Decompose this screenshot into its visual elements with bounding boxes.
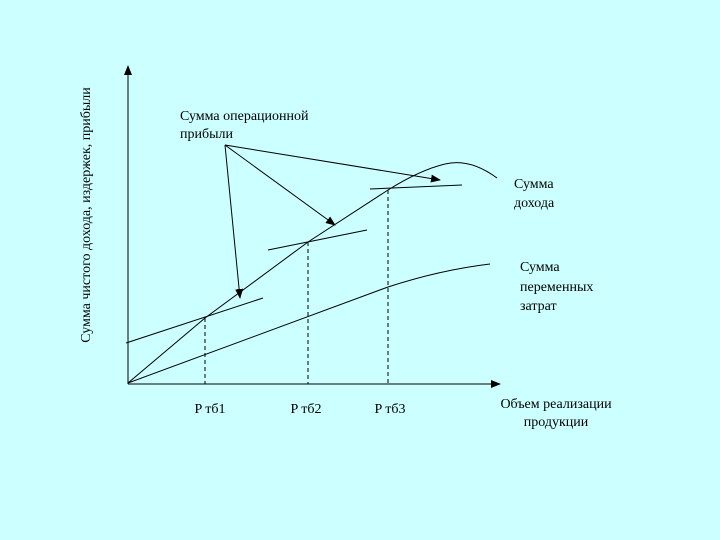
tangent-line (125, 297, 264, 344)
x-axis-label: продукции (524, 415, 589, 430)
point-label: P тб2 (290, 402, 321, 417)
label: переменных (520, 280, 593, 295)
revenue-curve (127, 162, 498, 384)
arrow (224, 144, 244, 299)
arrow (224, 144, 336, 226)
point-label: P тб3 (374, 402, 405, 417)
label: прибыли (180, 127, 234, 142)
x-axis-label: Объем реализации (500, 397, 612, 412)
tangent-line (369, 184, 463, 190)
label: Сумма (520, 260, 560, 275)
tangent-line (267, 229, 368, 251)
variable-cost-curve (127, 263, 491, 384)
label: затрат (520, 299, 557, 314)
y-axis-label: Сумма чистого дохода, издержек, прибыли (79, 87, 94, 343)
label: Сумма (514, 177, 554, 192)
arrow (224, 144, 441, 183)
point-label: P тб1 (194, 402, 225, 417)
label: дохода (514, 196, 555, 211)
label: Сумма операционной (180, 109, 309, 124)
